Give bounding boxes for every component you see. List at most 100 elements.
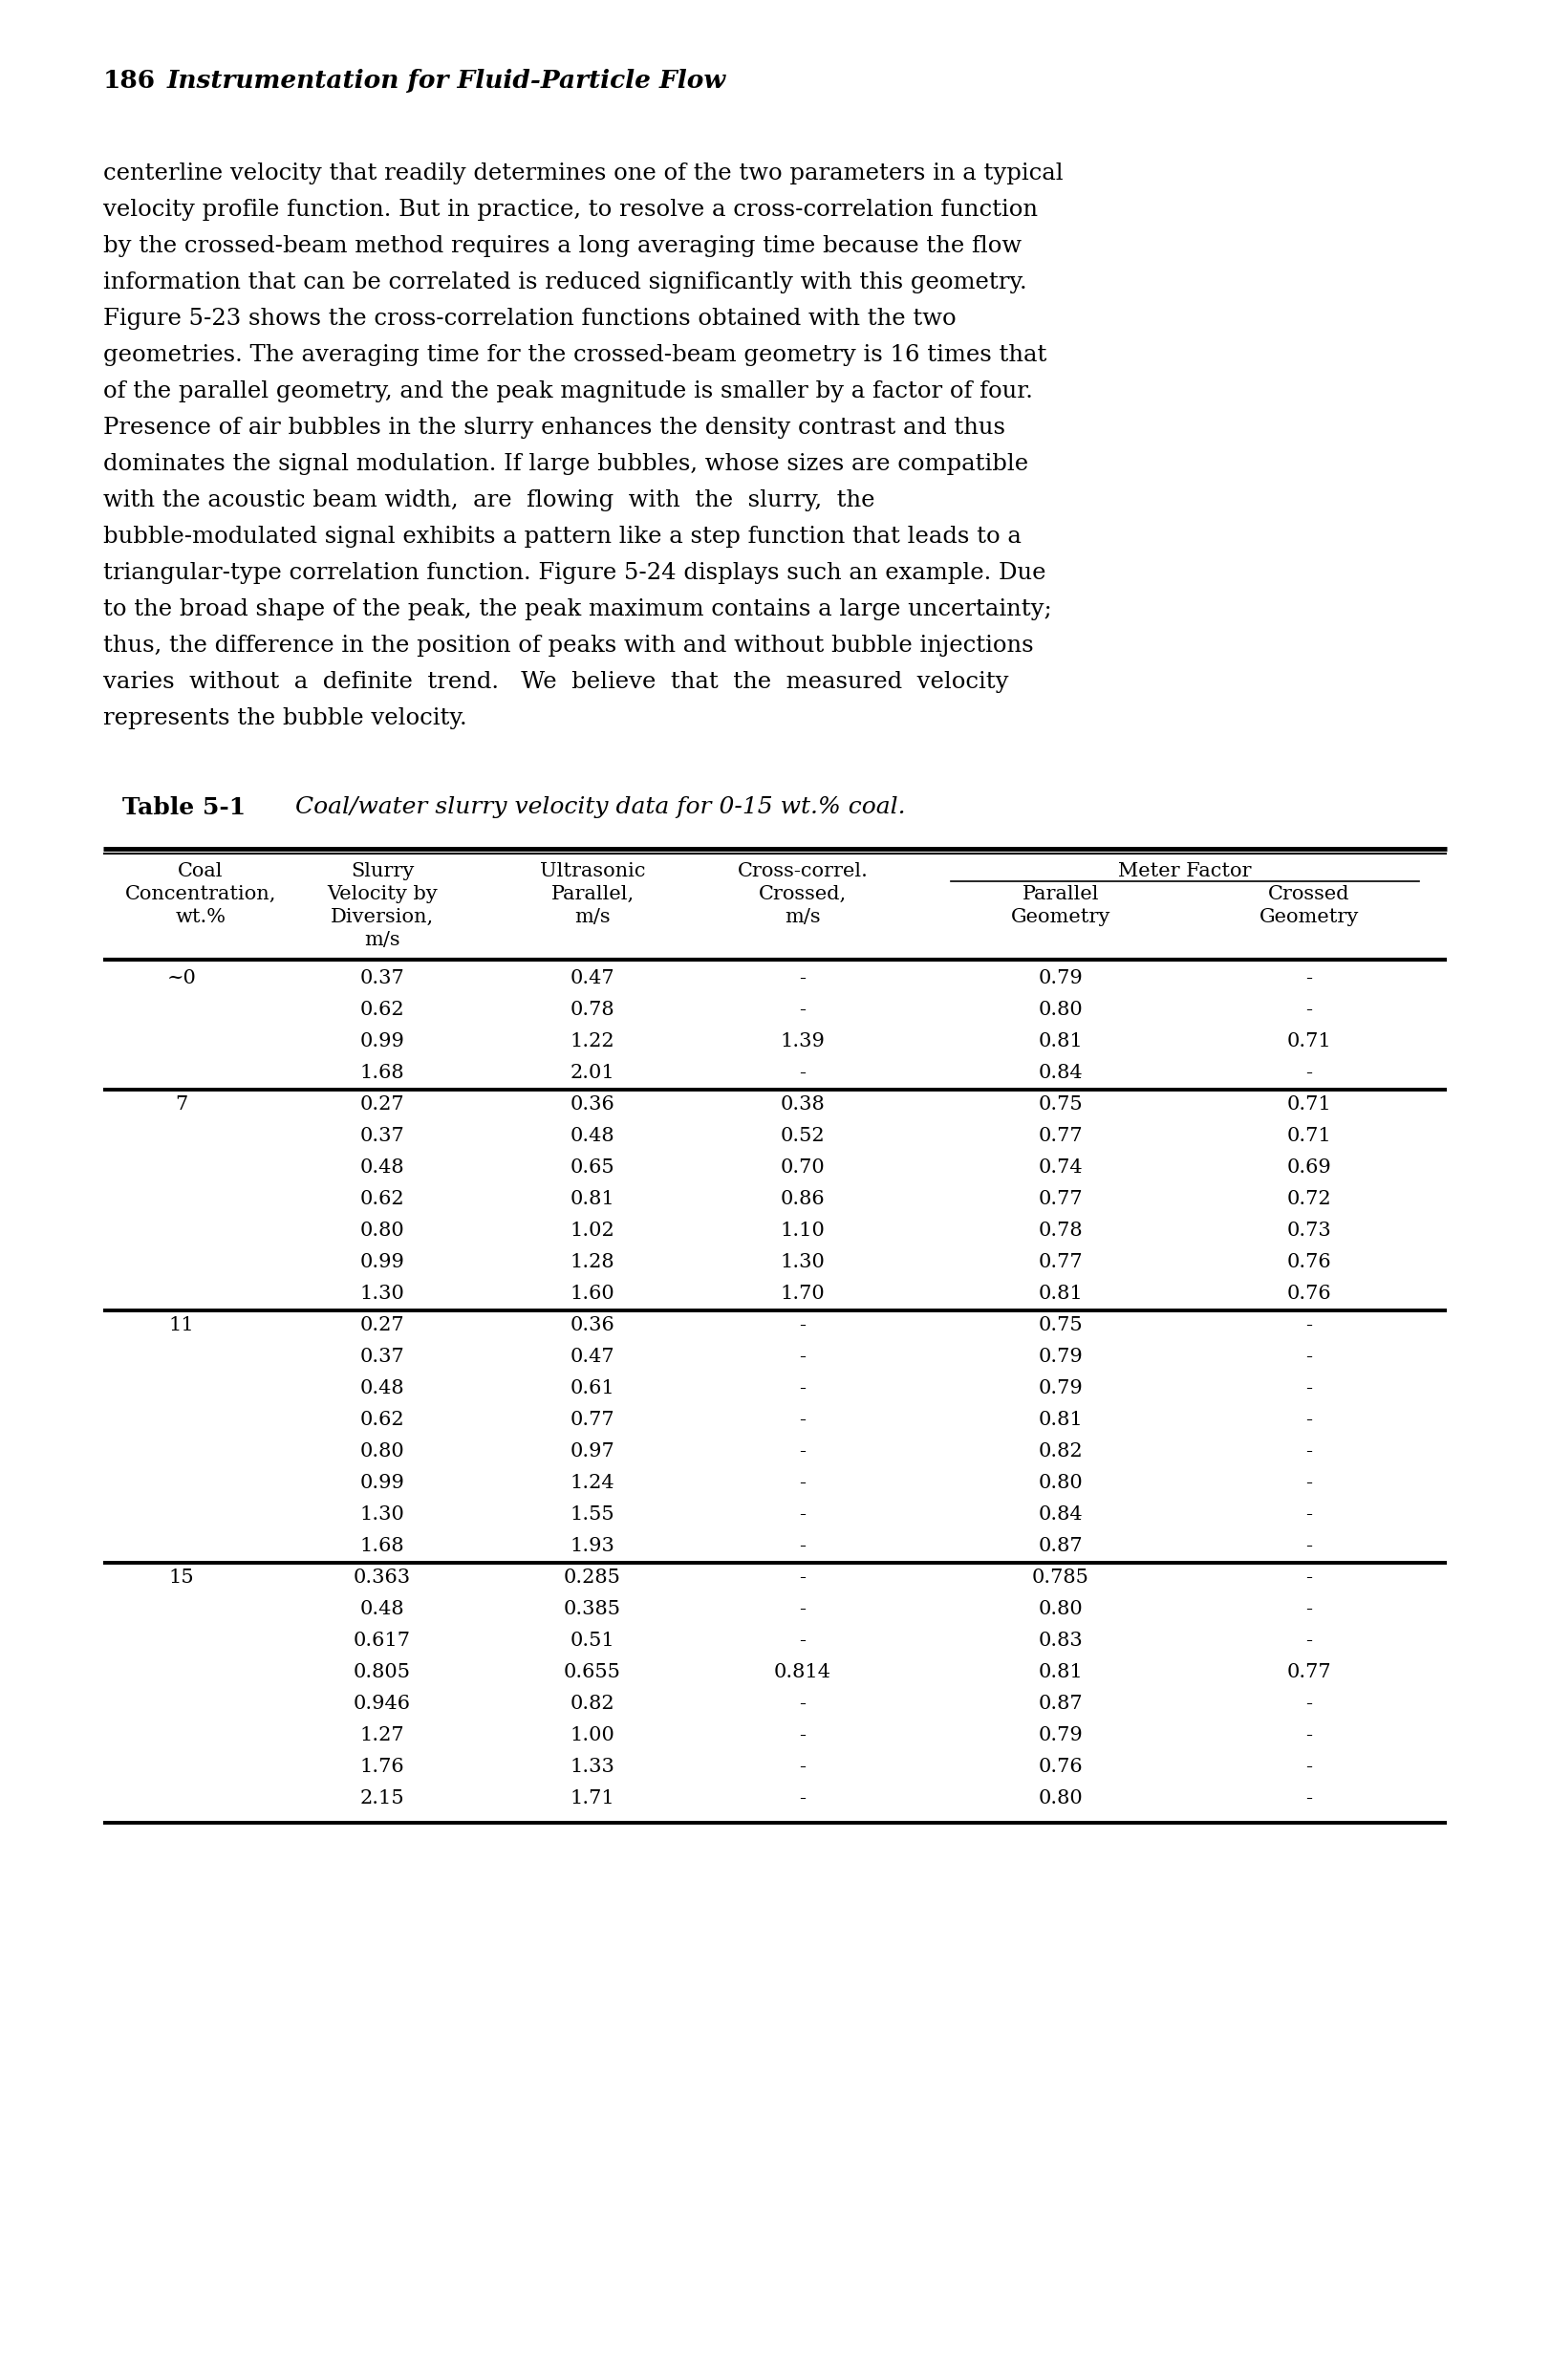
Text: with the acoustic beam width,  are  flowing  with  the  slurry,  the: with the acoustic beam width, are flowin… (104, 490, 874, 512)
Text: Coal: Coal (178, 862, 223, 881)
Text: 0.87: 0.87 (1038, 1695, 1083, 1714)
Text: -: - (800, 1473, 806, 1492)
Text: 0.71: 0.71 (1286, 1033, 1331, 1050)
Text: -: - (1305, 1695, 1313, 1714)
Text: 0.73: 0.73 (1286, 1221, 1331, 1240)
Text: 0.82: 0.82 (570, 1695, 615, 1714)
Text: 1.68: 1.68 (360, 1537, 405, 1554)
Text: 0.79: 0.79 (1038, 1380, 1083, 1397)
Text: 0.655: 0.655 (564, 1664, 622, 1680)
Text: m/s: m/s (364, 931, 400, 950)
Text: 2.15: 2.15 (360, 1790, 405, 1806)
Text: thus, the difference in the position of peaks with and without bubble injections: thus, the difference in the position of … (104, 635, 1034, 657)
Text: 1.30: 1.30 (780, 1254, 825, 1271)
Text: 1.00: 1.00 (570, 1726, 615, 1745)
Text: varies  without  a  definite  trend.   We  believe  that  the  measured  velocit: varies without a definite trend. We beli… (104, 671, 1009, 693)
Text: 0.78: 0.78 (570, 1000, 615, 1019)
Text: -: - (800, 1759, 806, 1775)
Text: represents the bubble velocity.: represents the bubble velocity. (104, 707, 467, 728)
Text: Slurry: Slurry (350, 862, 414, 881)
Text: -: - (800, 1347, 806, 1366)
Text: -: - (800, 1726, 806, 1745)
Text: 1.24: 1.24 (570, 1473, 615, 1492)
Text: 0.285: 0.285 (564, 1568, 622, 1587)
Text: 0.83: 0.83 (1038, 1633, 1083, 1649)
Text: 0.69: 0.69 (1286, 1159, 1331, 1176)
Text: Ultrasonic: Ultrasonic (539, 862, 645, 881)
Text: 1.30: 1.30 (360, 1285, 405, 1302)
Text: 0.80: 0.80 (1038, 1473, 1083, 1492)
Text: -: - (1305, 1347, 1313, 1366)
Text: -: - (1305, 1599, 1313, 1618)
Text: ~0: ~0 (167, 969, 197, 988)
Text: 0.27: 0.27 (360, 1095, 405, 1114)
Text: 0.84: 0.84 (1038, 1507, 1083, 1523)
Text: 0.78: 0.78 (1038, 1221, 1083, 1240)
Text: -: - (800, 1000, 806, 1019)
Text: 1.93: 1.93 (570, 1537, 615, 1554)
Text: 0.62: 0.62 (360, 1190, 405, 1209)
Text: 0.82: 0.82 (1038, 1442, 1083, 1461)
Text: wt.%: wt.% (175, 909, 226, 926)
Text: 15: 15 (169, 1568, 194, 1587)
Text: 186: 186 (104, 69, 155, 93)
Text: 0.48: 0.48 (360, 1599, 405, 1618)
Text: m/s: m/s (784, 909, 820, 926)
Text: 0.74: 0.74 (1038, 1159, 1083, 1176)
Text: 1.02: 1.02 (570, 1221, 615, 1240)
Text: Parallel,: Parallel, (550, 885, 634, 904)
Text: 0.27: 0.27 (360, 1316, 405, 1335)
Text: 0.81: 0.81 (1038, 1411, 1083, 1428)
Text: 7: 7 (175, 1095, 188, 1114)
Text: -: - (1305, 1759, 1313, 1775)
Text: 1.30: 1.30 (360, 1507, 405, 1523)
Text: 0.80: 0.80 (1038, 1599, 1083, 1618)
Text: 0.80: 0.80 (360, 1442, 405, 1461)
Text: 0.61: 0.61 (570, 1380, 615, 1397)
Text: -: - (800, 1507, 806, 1523)
Text: 0.81: 0.81 (1038, 1285, 1083, 1302)
Text: -: - (800, 1568, 806, 1587)
Text: Velocity by: Velocity by (327, 885, 437, 904)
Text: 0.47: 0.47 (570, 969, 615, 988)
Text: Instrumentation for Fluid-Particle Flow: Instrumentation for Fluid-Particle Flow (167, 69, 727, 93)
Text: 0.36: 0.36 (570, 1095, 615, 1114)
Text: 1.22: 1.22 (570, 1033, 615, 1050)
Text: 0.80: 0.80 (1038, 1790, 1083, 1806)
Text: Cross-correl.: Cross-correl. (738, 862, 868, 881)
Text: -: - (1305, 1633, 1313, 1649)
Text: Geometry: Geometry (1259, 909, 1359, 926)
Text: 1.28: 1.28 (570, 1254, 615, 1271)
Text: Concentration,: Concentration, (126, 885, 276, 904)
Text: of the parallel geometry, and the peak magnitude is smaller by a factor of four.: of the parallel geometry, and the peak m… (104, 381, 1032, 402)
Text: 0.81: 0.81 (1038, 1664, 1083, 1680)
Text: 0.785: 0.785 (1032, 1568, 1090, 1587)
Text: Geometry: Geometry (1011, 909, 1111, 926)
Text: 0.617: 0.617 (353, 1633, 411, 1649)
Text: triangular-type correlation function. Figure 5-24 displays such an example. Due: triangular-type correlation function. Fi… (104, 562, 1046, 583)
Text: 0.48: 0.48 (360, 1380, 405, 1397)
Text: 0.72: 0.72 (1286, 1190, 1331, 1209)
Text: 0.62: 0.62 (360, 1411, 405, 1428)
Text: -: - (1305, 1000, 1313, 1019)
Text: 0.79: 0.79 (1038, 969, 1083, 988)
Text: 0.75: 0.75 (1038, 1316, 1083, 1335)
Text: Diversion,: Diversion, (330, 909, 434, 926)
Text: -: - (800, 1442, 806, 1461)
Text: Table 5-1: Table 5-1 (122, 797, 246, 819)
Text: 0.38: 0.38 (780, 1095, 825, 1114)
Text: -: - (800, 1633, 806, 1649)
Text: 0.84: 0.84 (1038, 1064, 1083, 1083)
Text: 0.805: 0.805 (353, 1664, 411, 1680)
Text: -: - (1305, 1064, 1313, 1083)
Text: -: - (1305, 1790, 1313, 1806)
Text: 0.37: 0.37 (360, 969, 405, 988)
Text: 0.363: 0.363 (353, 1568, 411, 1587)
Text: -: - (1305, 1411, 1313, 1428)
Text: 0.48: 0.48 (570, 1126, 615, 1145)
Text: 0.80: 0.80 (360, 1221, 405, 1240)
Text: 0.814: 0.814 (773, 1664, 831, 1680)
Text: -: - (800, 1380, 806, 1397)
Text: 0.75: 0.75 (1038, 1095, 1083, 1114)
Text: 0.76: 0.76 (1038, 1759, 1083, 1775)
